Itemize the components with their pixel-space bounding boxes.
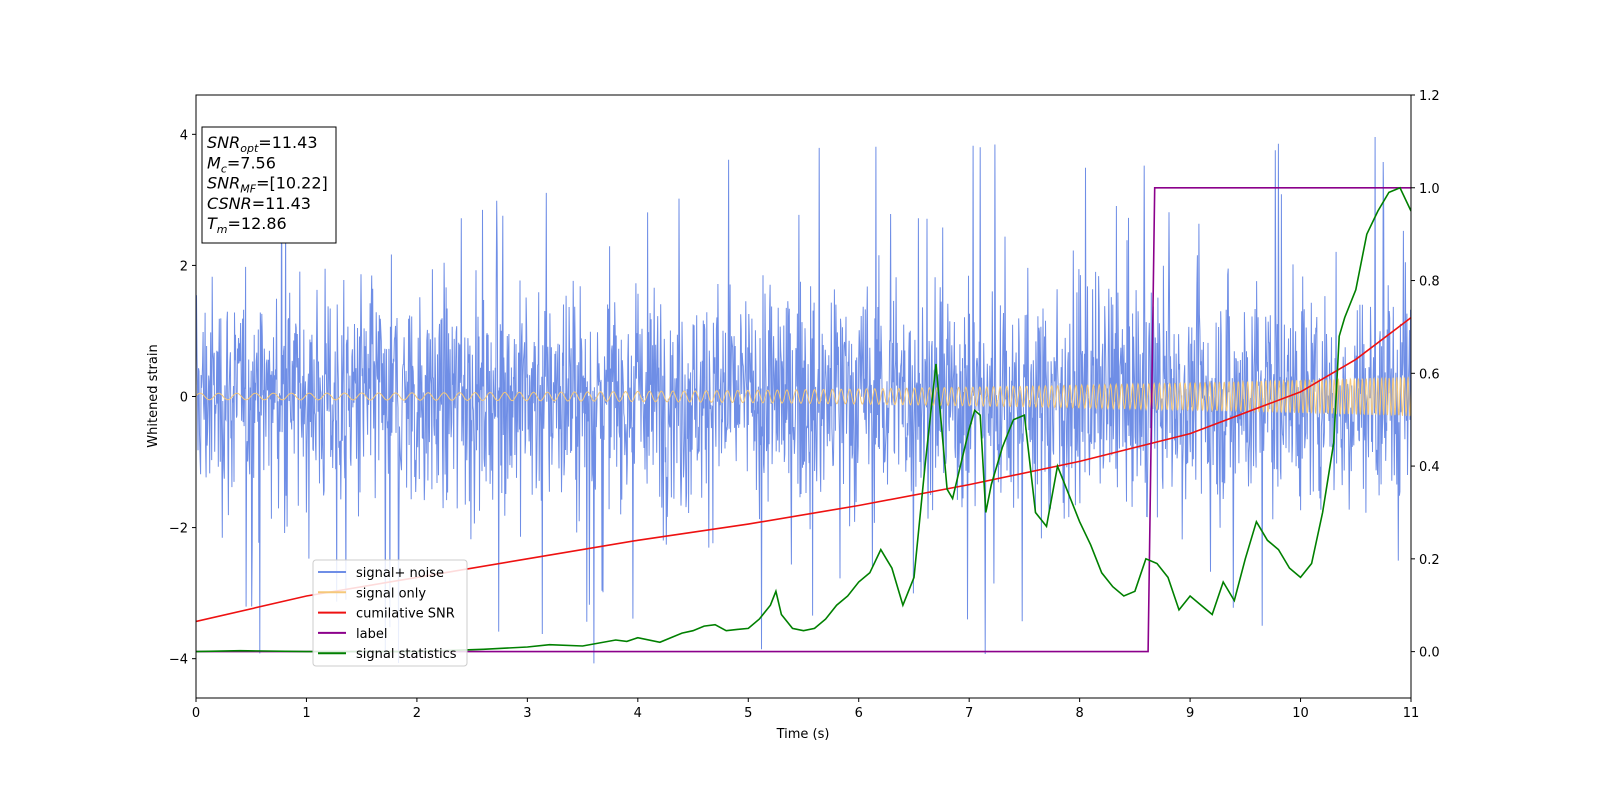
legend-label: cumilative SNR: [356, 607, 455, 622]
label-line: [196, 187, 1411, 653]
x-tick-label: 5: [744, 706, 752, 721]
y-tick-label: 2: [180, 259, 188, 274]
textbox-line: Tm=12.86: [207, 214, 287, 236]
textbox-line: SNRopt=11.43: [207, 133, 318, 155]
y2-tick-label: 0.8: [1419, 275, 1440, 290]
y2-tick-label: 0.6: [1419, 367, 1440, 382]
textbox-line: SNRMF=[10.22]: [207, 174, 328, 196]
y2-axis-ticks: 0.0 0.2 0.4 0.6 0.8 1.0 1.2: [1411, 89, 1440, 661]
y-tick-label: −2: [169, 522, 188, 537]
textbox-line: CSNR=11.43: [207, 194, 311, 213]
legend-label: signal only: [356, 586, 426, 601]
signal-only-line: [196, 376, 1411, 417]
x-tick-label: 4: [634, 706, 642, 721]
y2-tick-label: 0.2: [1419, 553, 1440, 568]
legend: signal+ noise signal only cumilative SNR la…: [312, 559, 468, 667]
x-tick-label: 10: [1292, 706, 1309, 721]
y2-tick-label: 0.0: [1419, 646, 1440, 661]
textbox-line: Mc=7.56: [207, 153, 276, 175]
x-tick-label: 3: [523, 706, 531, 721]
x-tick-label: 11: [1403, 706, 1420, 721]
y2-tick-label: 1.0: [1419, 182, 1440, 197]
legend-label: label: [356, 627, 387, 642]
x-tick-label: 0: [192, 706, 200, 721]
x-tick-label: 7: [965, 706, 973, 721]
x-axis-label: Time (s): [776, 727, 830, 742]
y2-tick-label: 1.2: [1419, 89, 1440, 104]
x-tick-label: 6: [855, 706, 863, 721]
y-tick-label: 0: [180, 391, 188, 406]
x-tick-label: 8: [1075, 706, 1083, 721]
y-axis-label: Whitened strain: [146, 344, 161, 447]
x-tick-label: 2: [413, 706, 421, 721]
x-tick-label: 1: [302, 706, 310, 721]
y2-tick-label: 0.4: [1419, 460, 1440, 475]
y-tick-label: −4: [169, 653, 188, 668]
y-tick-label: 4: [180, 128, 188, 143]
y-axis-ticks: 4 2 0 −2 −4: [169, 128, 196, 668]
legend-label: signal statistics: [356, 647, 457, 662]
legend-label: signal+ noise: [356, 566, 444, 581]
signal-statistics-line: [196, 186, 1411, 653]
x-axis-ticks: 0 1 2 3 4 5 6 7 8 9 10 11: [192, 698, 1419, 721]
info-textbox: SNRopt=11.43Mc=7.56SNRMF=[10.22]CSNR=11.…: [201, 126, 337, 244]
x-tick-label: 9: [1186, 706, 1194, 721]
